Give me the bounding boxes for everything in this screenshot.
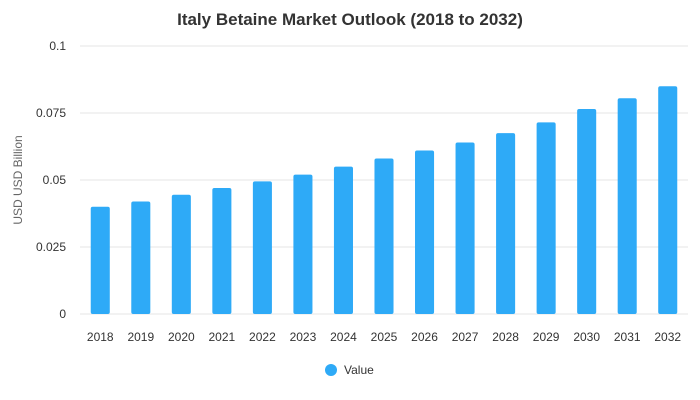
legend[interactable]: Value (325, 363, 374, 377)
y-tick-label: 0.1 (49, 39, 66, 53)
x-tick-label: 2032 (654, 330, 681, 344)
bar[interactable] (577, 108, 597, 314)
bar[interactable] (90, 206, 110, 314)
legend-marker (325, 364, 337, 376)
y-axis-label: USD USD Billion (11, 135, 25, 224)
x-tick-label: 2022 (249, 330, 276, 344)
x-tick-label: 2031 (614, 330, 641, 344)
x-tick-label: 2025 (371, 330, 398, 344)
x-tick-label: 2027 (452, 330, 479, 344)
y-tick-label: 0.025 (36, 240, 66, 254)
bar[interactable] (536, 122, 556, 314)
x-tick-label: 2028 (492, 330, 519, 344)
y-tick-label: 0.05 (43, 173, 67, 187)
y-tick-label: 0 (59, 307, 66, 321)
bar[interactable] (293, 174, 313, 314)
bar[interactable] (455, 142, 475, 314)
bar[interactable] (212, 188, 232, 314)
bars (90, 86, 678, 314)
x-tick-label: 2029 (533, 330, 560, 344)
chart-title: Italy Betaine Market Outlook (2018 to 20… (177, 10, 523, 29)
x-tick-label: 2021 (209, 330, 236, 344)
x-axis-ticks: 2018 2019 2020 2021 2022 2023 2024 2025 2026 2027… (87, 330, 681, 344)
bar[interactable] (374, 158, 394, 314)
bar[interactable] (131, 201, 151, 314)
x-tick-label: 2019 (127, 330, 154, 344)
x-tick-label: 2018 (87, 330, 114, 344)
bar[interactable] (496, 133, 516, 314)
x-tick-label: 2030 (573, 330, 600, 344)
legend-label: Value (344, 363, 374, 377)
bar[interactable] (415, 150, 435, 314)
x-tick-label: 2026 (411, 330, 438, 344)
bar[interactable] (617, 98, 637, 314)
x-tick-label: 2024 (330, 330, 357, 344)
y-axis-ticks: 0 0.025 0.05 0.075 0.1 (36, 39, 66, 321)
bar[interactable] (252, 181, 272, 314)
y-tick-label: 0.075 (36, 106, 66, 120)
bar[interactable] (333, 166, 353, 314)
x-tick-label: 2023 (290, 330, 317, 344)
x-tick-label: 2020 (168, 330, 195, 344)
bar[interactable] (171, 194, 191, 314)
bar[interactable] (658, 86, 678, 314)
